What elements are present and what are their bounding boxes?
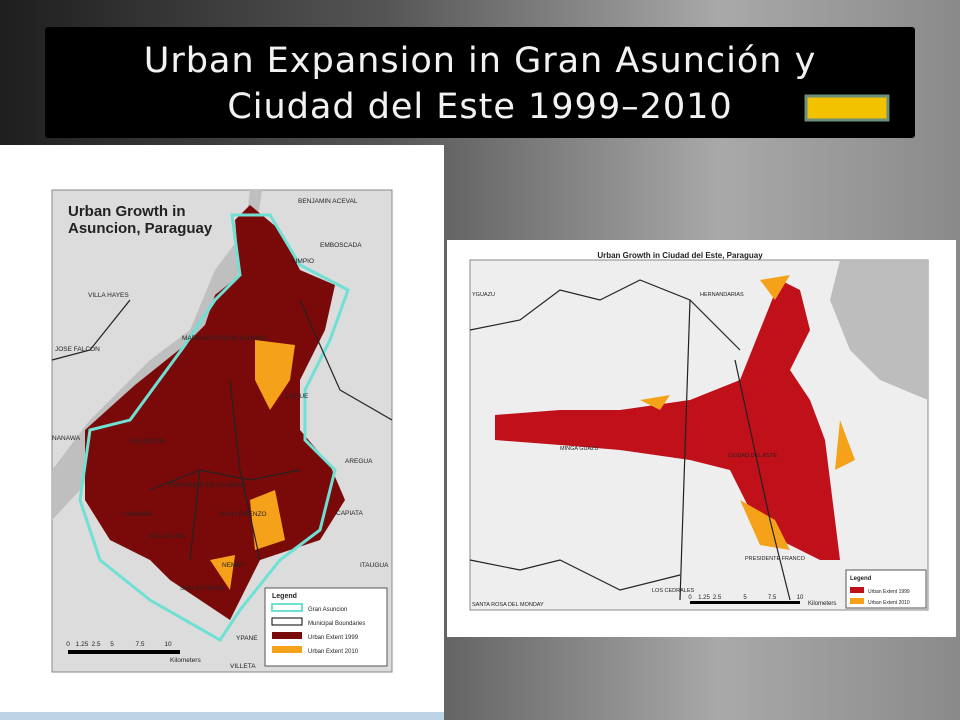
yellow-badge <box>804 94 890 122</box>
place-label: EMBOSCADA <box>320 242 362 249</box>
scale-label: Kilometers <box>808 601 836 607</box>
place-label: LIMPIO <box>292 258 314 265</box>
legend-title: Legend <box>272 593 297 600</box>
panel-edge <box>0 712 444 720</box>
place-label: VILLETA <box>230 663 256 670</box>
scale-label: 1.25 <box>698 595 710 601</box>
title-box <box>45 27 915 138</box>
place-label: ASUNCION <box>130 438 165 445</box>
place-label: MINGA GUAZU <box>560 446 599 452</box>
place-label: PRESIDENTE FRANCO <box>745 556 806 562</box>
scale-label: 7.5 <box>768 595 777 601</box>
place-label: AREGUA <box>345 458 373 465</box>
legend-swatch <box>271 617 303 626</box>
scale-label: 1.25 <box>76 641 89 648</box>
legend-label: Urban Extent 1999 <box>308 635 359 641</box>
place-label: LUQUE <box>286 393 309 400</box>
scale-bar <box>690 601 800 604</box>
place-label: SAN LORENZO <box>220 511 267 518</box>
place-label: HERNANDARIAS <box>700 292 744 298</box>
urban-1999 <box>495 280 840 560</box>
scale-label: 2.5 <box>713 595 722 601</box>
place-label: BENJAMIN ACEVAL <box>298 198 358 205</box>
scale-label: 10 <box>164 641 172 648</box>
scale-label: 0 <box>688 595 692 601</box>
place-label: CAPIATA <box>336 510 364 517</box>
place-label: YPANE <box>236 635 258 642</box>
place-label: NEMBY <box>222 562 246 569</box>
scale-label: 10 <box>797 595 804 601</box>
scale-label: 5 <box>743 595 747 601</box>
place-label: MARIANO ROQUE ALONSO <box>182 335 267 342</box>
place-label: YGUAZU <box>472 292 495 298</box>
scale-label: 7.5 <box>135 641 144 648</box>
legend-swatch <box>850 598 864 604</box>
legend-swatch <box>272 632 302 639</box>
legend-label: Gran Asuncion <box>308 607 347 613</box>
place-label: NANAWA <box>52 435 81 442</box>
scale-label: Kilometers <box>170 657 201 664</box>
slide-title: Ciudad del Este 1999–2010 <box>227 87 732 127</box>
map-title: Asuncion, Paraguay <box>68 220 213 237</box>
place-label: LOS CEDRALES <box>652 588 695 594</box>
place-label: SAN ANTONIO <box>180 585 224 592</box>
place-label: VILLA ELISA <box>148 533 186 540</box>
legend-swatch <box>850 587 864 593</box>
scale-bar <box>68 650 180 654</box>
water <box>830 260 928 400</box>
place-label: FERNANDO DE LA MORA <box>168 482 247 489</box>
scale-label: 2.5 <box>91 641 100 648</box>
legend-swatch <box>271 603 303 612</box>
urban-2010 <box>210 340 295 590</box>
scale-label: 0 <box>66 641 70 648</box>
gran-asuncion-boundary <box>78 213 350 642</box>
place-label: ITAUGUA <box>360 562 389 569</box>
place-label: VILLA HAYES <box>88 292 129 299</box>
legend-label: Urban Extent 2010 <box>868 600 910 606</box>
slide-title: Urban Expansion in Gran Asunción y <box>144 41 817 81</box>
legend-label: Urban Extent 1999 <box>868 589 910 595</box>
place-label: SANTA ROSA DEL MONDAY <box>472 602 544 608</box>
map-title: Urban Growth in <box>68 203 186 220</box>
municipal-boundaries <box>51 299 393 561</box>
legend-label: Municipal Boundaries <box>308 621 365 627</box>
legend-swatch <box>272 646 302 653</box>
place-label: LAMBARE <box>122 511 154 518</box>
municipal-boundaries <box>469 279 791 601</box>
legend-title: Legend <box>850 576 872 582</box>
scale-label: 5 <box>110 641 114 648</box>
legend-label: Urban Extent 2010 <box>308 649 359 655</box>
place-label: JOSE FALCON <box>55 346 100 353</box>
map-title: Urban Growth in Ciudad del Este, Paragua… <box>597 251 763 260</box>
place-label: CIUDAD DEL ESTE <box>728 453 777 459</box>
